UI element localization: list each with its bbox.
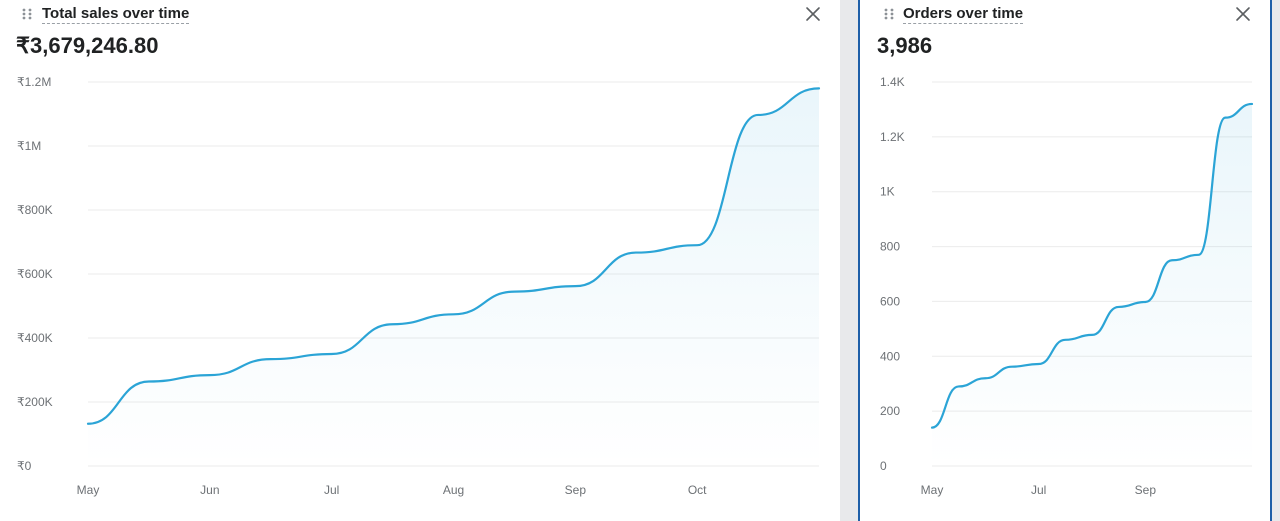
drag-handle-icon[interactable] [884,8,894,20]
x-tick-label: May [921,483,944,497]
sales-chart-title[interactable]: Total sales over time [42,5,190,24]
y-tick-label: 1.4K [880,75,905,89]
total-sales-card: Total sales over time ₹3,679,246.80 ₹0 ₹2… [0,0,840,521]
orders-chart-title[interactable]: Orders over time [903,5,1024,24]
x-tick-label: Jul [324,483,339,497]
sales-total-value: ₹3,679,246.80 [16,33,159,58]
x-tick-label: Sep [565,483,587,497]
series-line [930,102,1254,429]
x-tick-label: May [77,483,100,497]
y-tick-label: ₹1.2M [17,75,51,89]
y-tick-label: ₹400K [17,331,53,345]
x-tick-label: Jun [200,483,219,497]
drag-handle-icon[interactable] [22,8,32,20]
y-tick-label: 600 [880,294,900,308]
x-tick-label: Aug [443,483,464,497]
y-tick-label: 1.2K [880,130,905,144]
close-icon[interactable] [804,5,822,23]
y-tick-label: 1K [880,185,895,199]
y-tick-label: 800 [880,240,900,254]
x-tick-label: Jul [1031,483,1046,497]
close-icon[interactable] [1234,5,1252,23]
x-tick-label: Oct [688,483,707,497]
y-tick-label: ₹1M [17,139,41,153]
y-tick-label: 200 [880,404,900,418]
orders-total-value: 3,986 [877,33,933,58]
y-tick-label: 0 [880,459,887,473]
orders-card: Orders over time 3,986 0 200 400 600 800 1K 1.… [858,0,1272,521]
y-tick-label: ₹600K [17,267,53,281]
y-tick-label: ₹0 [17,459,32,473]
series-line [86,87,821,425]
y-tick-label: ₹800K [17,203,53,217]
series-area [88,88,819,467]
y-tick-label: ₹200K [17,395,53,409]
sales-line-chart: ₹0 ₹200K ₹400K ₹600K ₹800K ₹1M ₹1.2M May Jun Jul A… [17,75,821,497]
y-tick-label: 400 [880,349,900,363]
series-area [932,103,1252,466]
x-tick-label: Sep [1135,483,1157,497]
orders-line-chart: 0 200 400 600 800 1K 1.2K 1.4K May Jul Sep [880,75,1254,497]
